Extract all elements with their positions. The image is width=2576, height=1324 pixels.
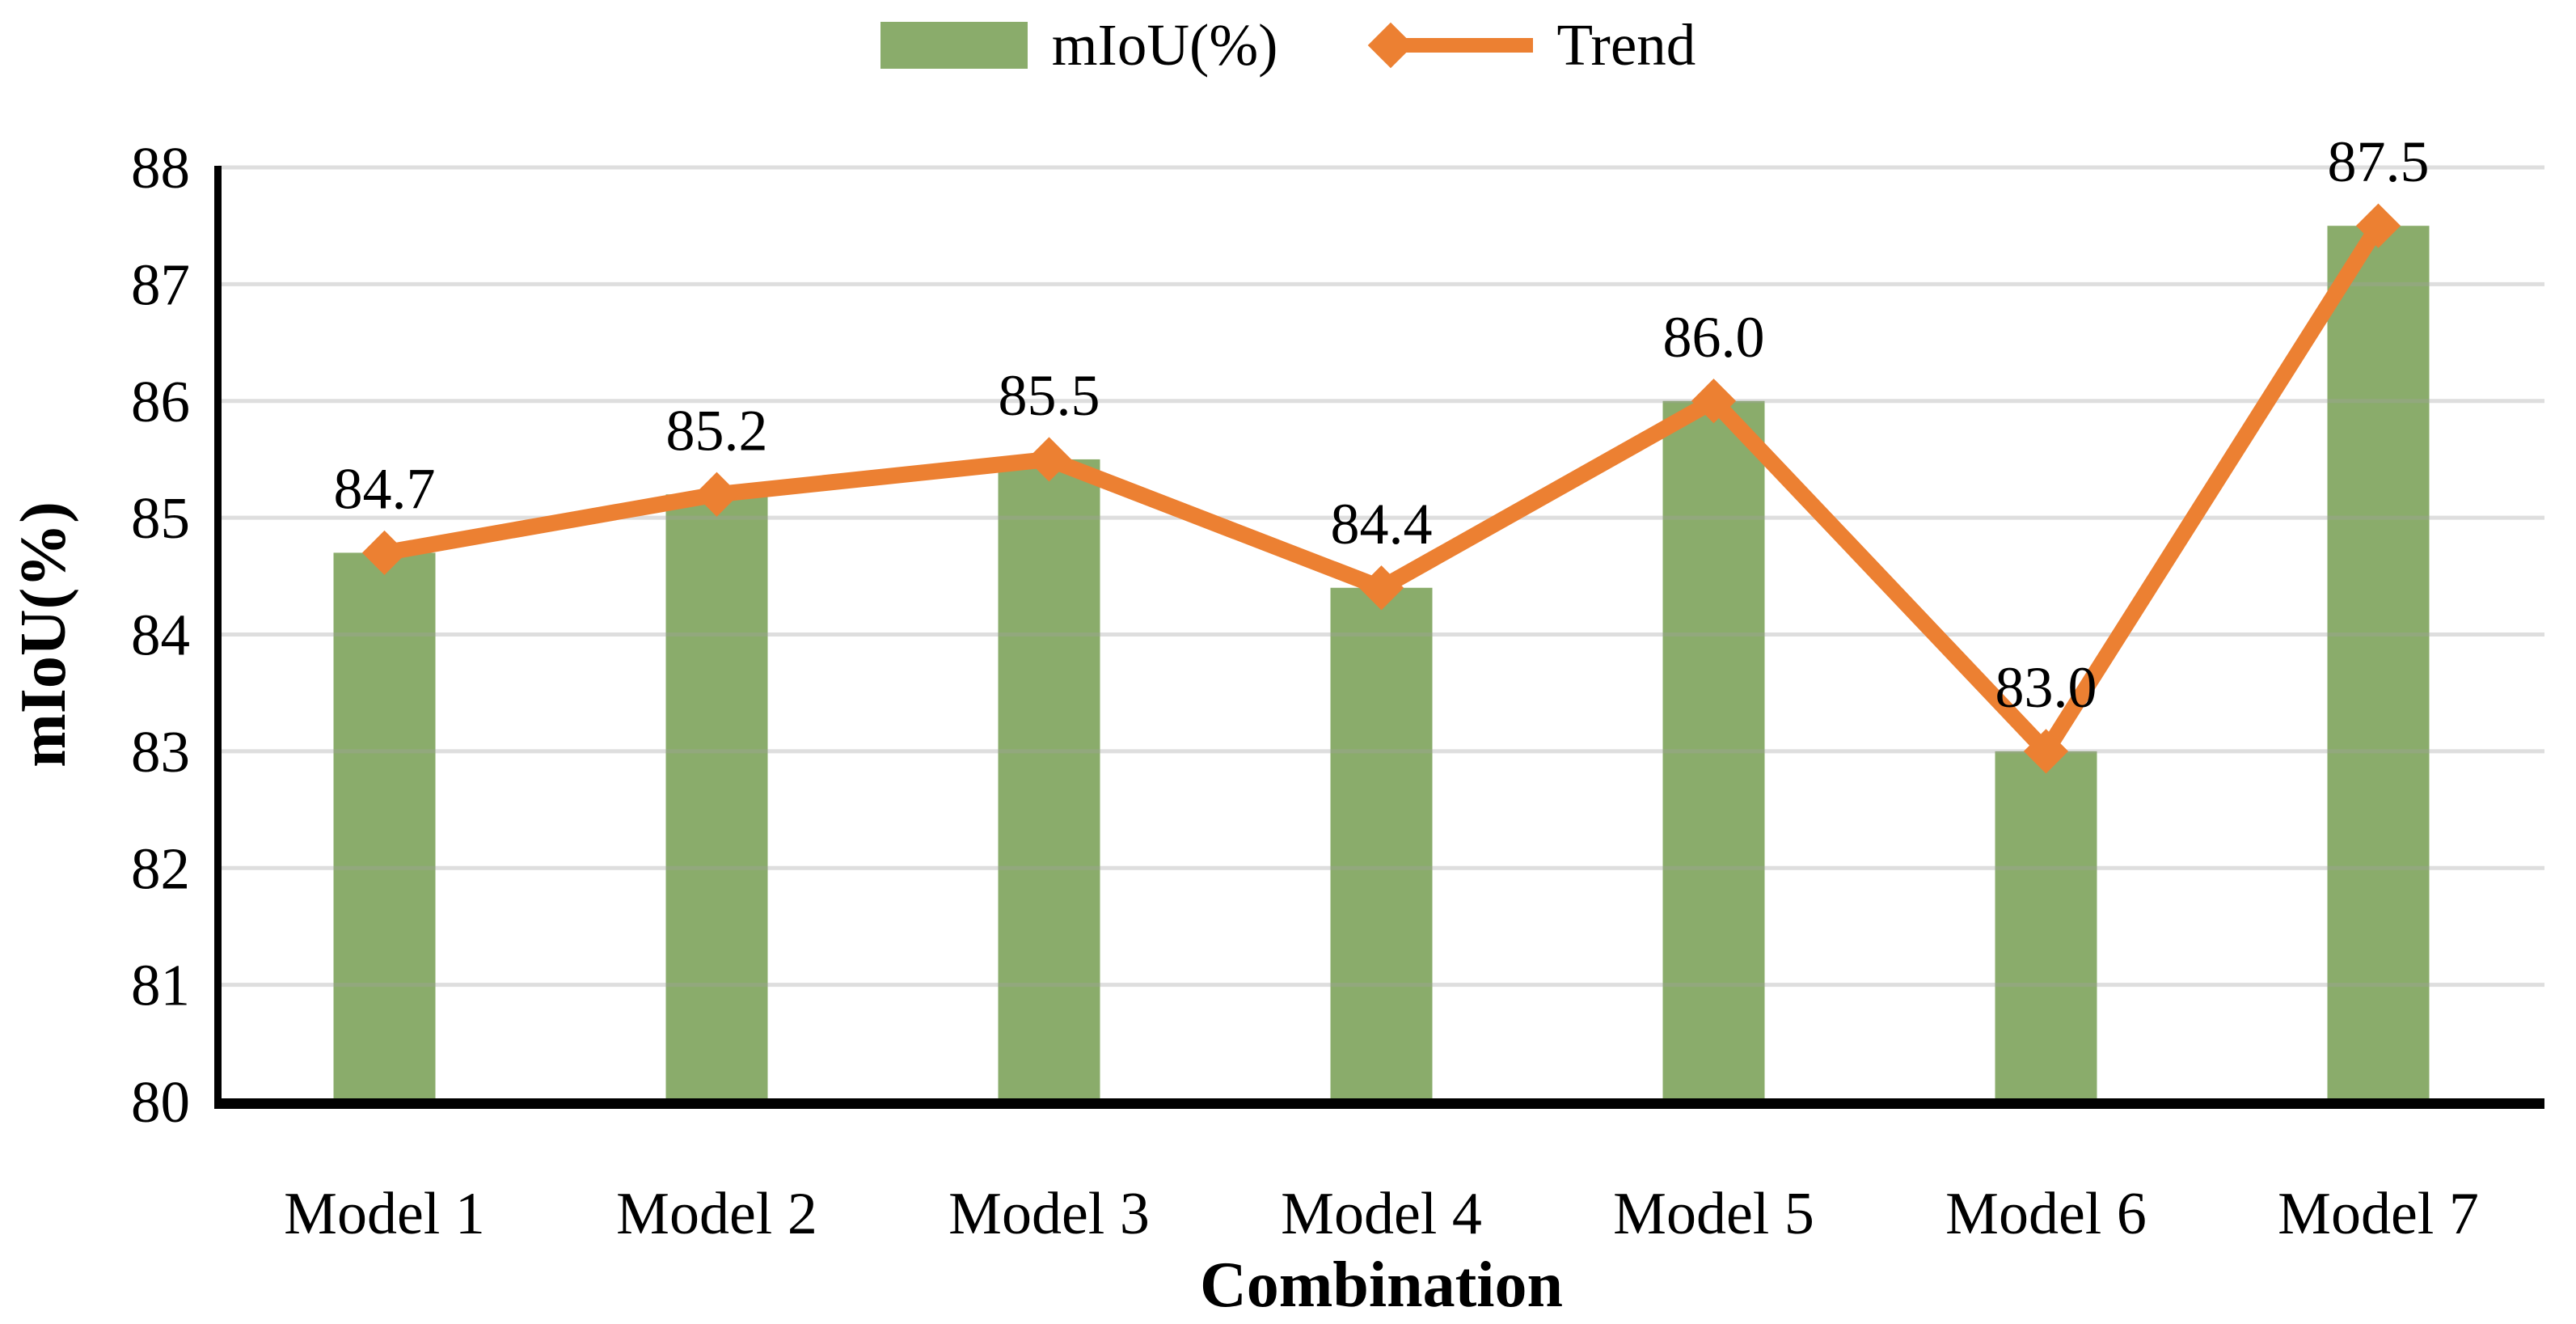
- trend-marker: [1691, 379, 1737, 424]
- trend-marker: [1358, 565, 1404, 611]
- x-category-label: Model 1: [284, 1181, 485, 1247]
- y-tick-label: 85: [131, 485, 190, 551]
- y-tick-label: 88: [131, 135, 190, 201]
- y-tick-label: 83: [131, 719, 190, 785]
- trend-marker: [2355, 203, 2401, 248]
- trend-marker: [1026, 437, 1072, 482]
- y-tick-label: 84: [131, 603, 190, 668]
- y-tick-label: 87: [131, 252, 190, 317]
- legend-label-miou: mIoU(%): [1051, 12, 1278, 78]
- y-tick-label: 81: [131, 953, 190, 1018]
- x-category-label: Model 3: [948, 1181, 1150, 1247]
- data-label: 87.5: [2328, 129, 2430, 194]
- x-axis-title: Combination: [1200, 1250, 1563, 1321]
- legend-line-marker-icon: [1367, 21, 1533, 70]
- bar-model-7: [2327, 226, 2430, 1102]
- legend-trend-line-icon: [1387, 38, 1533, 53]
- data-label: 84.7: [334, 456, 436, 521]
- x-category-label: Model 6: [1945, 1181, 2147, 1247]
- x-category-label: Model 4: [1281, 1181, 1482, 1247]
- trend-marker: [361, 530, 408, 576]
- bar-model-6: [1995, 751, 2097, 1102]
- bar-model-2: [665, 494, 768, 1102]
- legend-item-trend: Trend: [1367, 11, 1696, 79]
- data-label: 86.0: [1663, 305, 1765, 370]
- x-category-label: Model 2: [616, 1181, 817, 1247]
- legend-label-trend: Trend: [1556, 12, 1696, 78]
- chart-legend: mIoU(%) Trend: [0, 5, 2576, 86]
- x-category-label: Model 5: [1613, 1181, 1814, 1247]
- data-label: 83.0: [1995, 655, 2097, 720]
- bar-model-5: [1662, 400, 1765, 1102]
- legend-item-miou: mIoU(%): [880, 11, 1278, 79]
- legend-bar-swatch-icon: [880, 22, 1028, 69]
- data-label: 85.5: [999, 363, 1100, 428]
- bar-model-4: [1330, 587, 1433, 1102]
- y-axis-line: [214, 166, 222, 1109]
- x-category-label: Model 7: [2278, 1181, 2479, 1247]
- data-label: 84.4: [1331, 492, 1433, 556]
- data-label: 85.2: [666, 398, 768, 463]
- y-tick-label: 86: [131, 369, 190, 434]
- y-axis-title: mIoU(%): [8, 501, 79, 768]
- y-tick-label: 80: [131, 1069, 190, 1135]
- x-axis-line: [214, 1098, 2544, 1109]
- trend-marker: [694, 472, 740, 517]
- trend-marker: [2023, 729, 2069, 774]
- bar-model-1: [333, 552, 436, 1102]
- y-tick-label: 82: [131, 835, 190, 901]
- bar-model-3: [998, 459, 1100, 1102]
